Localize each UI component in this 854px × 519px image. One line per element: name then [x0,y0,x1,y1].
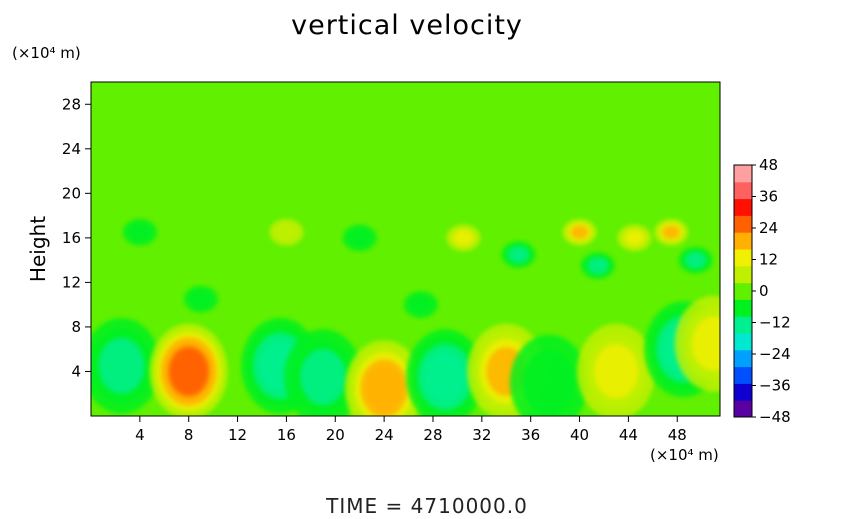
colorbar-tick-label: 24 [759,219,778,237]
colorbar-tick-label: −48 [759,408,791,426]
field-feature [342,224,377,252]
colorbar-segment [734,316,752,334]
feature-contour [365,365,403,412]
time-equals: = [385,494,404,518]
feature-contour [171,350,207,393]
field-feature [654,218,689,246]
colorbar-segment [734,181,752,200]
feature-contour [522,350,576,415]
field-layer [91,218,720,416]
x-axis: 4 8 12 16 20 24 28 32 36 40 44 48 [135,416,687,444]
y-tick-label: 8 [71,318,81,336]
field-feature [580,252,615,280]
feature-contour [691,316,720,371]
feature-contour [425,352,466,402]
field-feature [269,218,304,246]
colorbar-tick-label: 36 [759,188,778,206]
x-tick-label: 32 [472,426,491,444]
y-tick-label: 12 [62,273,81,291]
field-feature [122,218,157,246]
y-tick-label: 16 [62,229,81,247]
feature-contour [274,223,298,242]
field-feature [149,323,228,416]
field-feature [91,318,161,414]
x-tick-label: 44 [619,426,638,444]
time-value: 4710000.0 [410,494,528,518]
y-tick-label: 24 [62,140,81,158]
colorbar-segment [734,366,752,384]
feature-contour [189,290,213,309]
x-tick-label: 40 [570,426,589,444]
y-axis: 4 8 12 16 20 24 28 [62,95,91,380]
field-feature [446,224,481,252]
feature-contour [624,230,645,246]
field-feature [183,285,219,313]
colorbar-segment [734,249,752,267]
field-feature [617,224,652,252]
y-axis-unit: (×10⁴ m) [12,44,81,62]
colorbar-segment [734,165,752,183]
x-tick-label: 12 [228,426,247,444]
feature-contour [662,225,680,240]
field-feature [674,295,720,392]
colorbar-segment [734,232,752,250]
x-tick-label: 24 [375,426,394,444]
time-label-text: TIME [326,494,379,518]
colorbar-segment [734,265,752,284]
chart-title: vertical velocity [291,10,523,41]
colorbar-segment [734,299,752,317]
feature-contour [453,230,474,246]
x-tick-label: 16 [277,426,296,444]
field-feature [509,334,589,416]
y-tick-label: 4 [71,362,81,380]
colorbar-segment [734,400,752,418]
colorbar-tick-label: 0 [759,282,769,300]
colorbar-segment [734,349,752,368]
field-feature [283,329,363,416]
field-feature [345,340,424,416]
x-tick-label: 20 [326,426,345,444]
colorbar-segment [734,282,752,300]
colorbar: 48 36 24 12 0 −12 −24 −36 −48 [733,156,791,426]
colorbar-tick-label: 48 [759,156,778,174]
x-tick-label: 28 [423,426,442,444]
feature-contour [508,246,529,263]
feature-contour [594,344,639,399]
colorbar-tick-label: −36 [759,377,791,395]
x-tick-label: 4 [135,426,145,444]
colorbar-tick-label: 12 [759,251,778,269]
field-feature [501,241,536,268]
colorbar-tick-label: −24 [759,345,791,363]
feature-contour [570,225,589,240]
field-feature [406,329,485,416]
feature-contour [128,223,152,242]
feature-contour [588,258,608,274]
colorbar-segment [734,383,752,401]
plot-frame [90,81,721,417]
feature-contour [409,295,433,314]
x-tick-label: 36 [521,426,540,444]
colorbar-segment [734,333,752,351]
feature-contour [300,349,346,405]
colorbar-segment [734,198,752,216]
x-tick-label: 8 [184,426,194,444]
x-axis-unit: (×10⁴ m) [650,446,719,464]
field-feature [678,246,713,274]
field-feature [403,291,438,319]
field-feature [562,218,597,246]
y-tick-label: 20 [62,184,81,202]
y-tick-label: 28 [62,95,81,113]
feature-contour [99,338,144,393]
x-tick-label: 48 [668,426,687,444]
colorbar-tick-label: −12 [759,314,791,332]
field-feature [577,323,656,416]
feature-contour [348,228,372,247]
time-readout: TIME = 4710000.0 [0,494,854,518]
feature-contour [685,252,706,268]
colorbar-segment [734,215,752,233]
